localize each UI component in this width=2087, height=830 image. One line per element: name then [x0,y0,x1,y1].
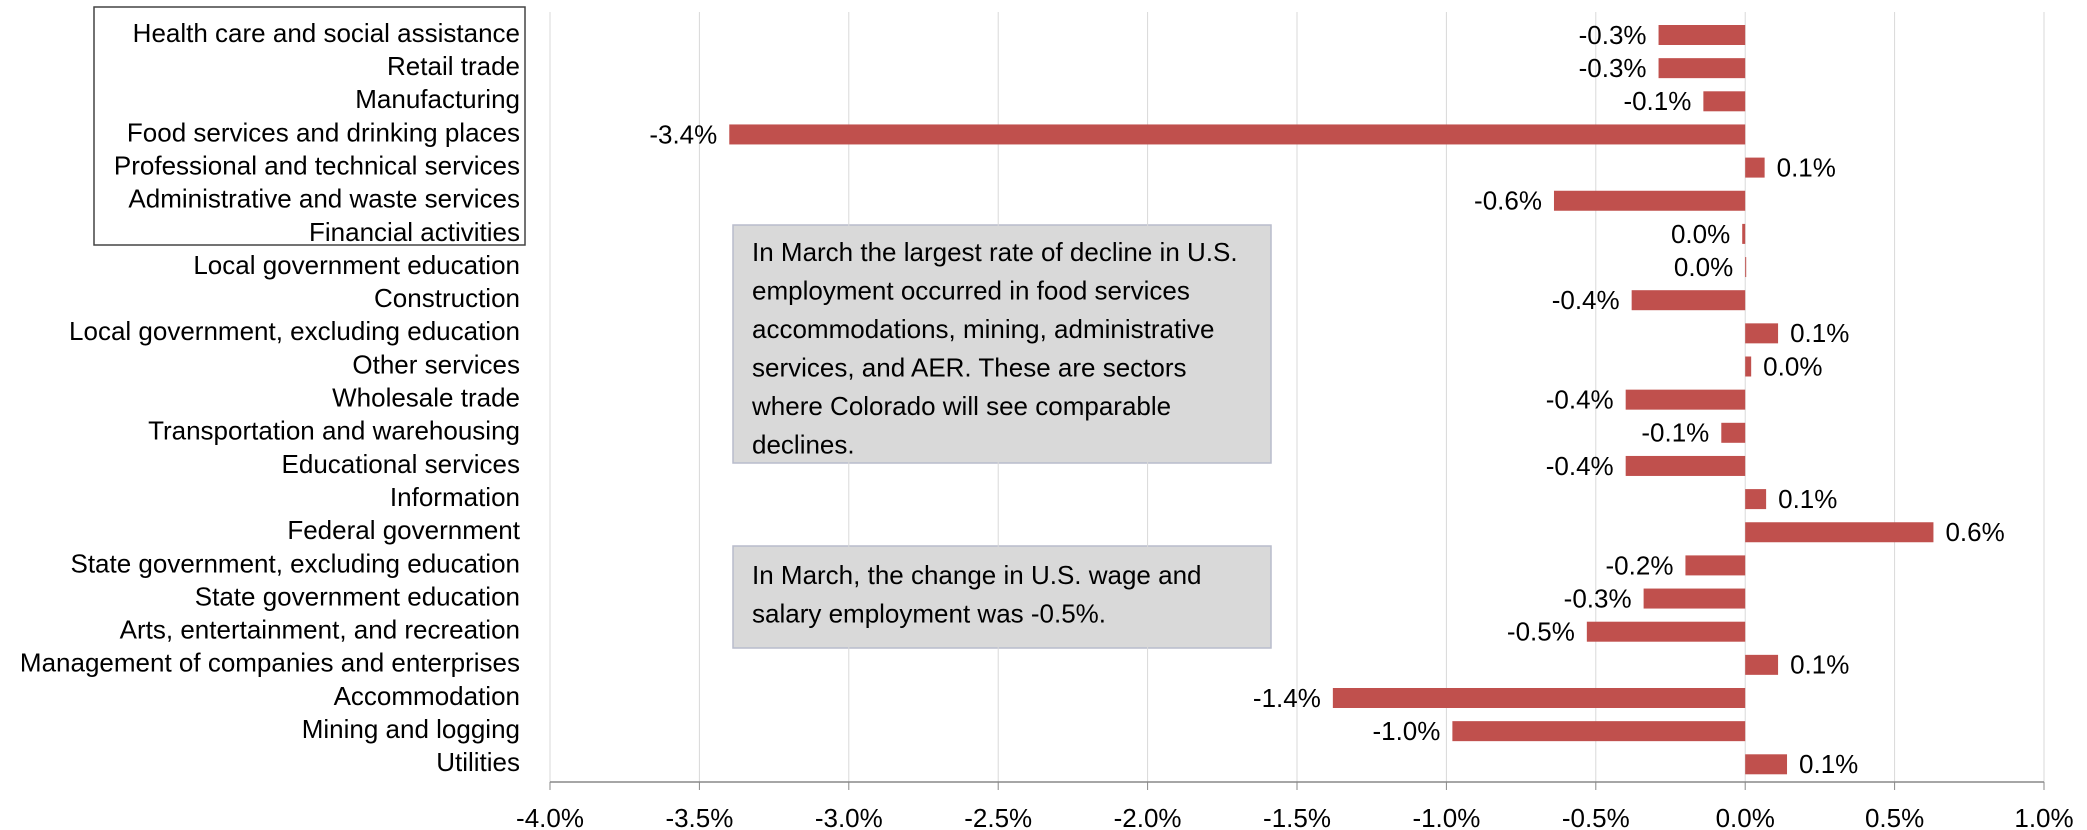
bar [1721,422,1746,443]
value-label: 0.1% [1778,484,1837,514]
bar [1643,588,1746,609]
category-label: Professional and technical services [114,150,520,180]
value-label: -0.4% [1546,385,1614,415]
bar [1631,290,1746,311]
value-label: 0.1% [1799,749,1858,779]
category-label: Other services [352,349,520,379]
x-tick-label: -2.5% [964,803,1032,830]
value-label: -1.4% [1253,683,1321,713]
value-label: 0.1% [1790,650,1849,680]
bar [1745,522,1934,543]
category-label: Mining and logging [302,714,520,744]
x-tick-label: -1.5% [1263,803,1331,830]
category-label: Information [390,482,520,512]
category-label: Accommodation [334,681,520,711]
category-label: Administrative and waste services [128,184,520,214]
category-label: Arts, entertainment, and recreation [120,615,520,645]
category-label: Manufacturing [355,84,520,114]
bar [1553,190,1746,211]
value-label: -0.6% [1474,186,1542,216]
x-tick-label: -1.0% [1412,803,1480,830]
annotation-text: In March the largest rate of decline in … [752,237,1238,267]
bar [1452,721,1746,742]
x-tick-label: -2.0% [1114,803,1182,830]
category-label: Food services and drinking places [127,117,520,147]
category-frame [93,6,526,246]
bar [1625,455,1746,476]
bar [1745,489,1767,510]
value-label: -0.4% [1546,451,1614,481]
bar [1685,555,1746,576]
x-tick-label: -3.0% [815,803,883,830]
bar [1658,58,1746,79]
annotation-text: employment occurred in food services [752,275,1190,305]
value-label: 0.6% [1945,517,2004,547]
value-label: -0.5% [1507,617,1575,647]
annotation-text: salary employment was -0.5%. [752,598,1106,628]
x-tick-label: 0.0% [1716,803,1775,830]
value-label: -3.4% [649,119,717,149]
category-label: State government education [195,581,520,611]
bar [1745,754,1788,775]
value-label: -0.3% [1579,20,1647,50]
category-label: Educational services [282,449,520,479]
value-label: -0.1% [1623,86,1691,116]
category-label: State government, excluding education [70,548,520,578]
bar [1745,356,1752,377]
bar [1658,25,1746,45]
x-tick-label: 0.5% [1865,803,1924,830]
value-label: -0.3% [1564,583,1632,613]
category-label: Wholesale trade [332,383,520,413]
bar [1703,91,1746,112]
annotation-box [732,224,1272,464]
value-label: 0.0% [1763,351,1822,381]
annotation-text: services, and AER. These are sectors [752,352,1187,382]
annotation-text: where Colorado will see comparable [751,391,1171,421]
value-label: 0.0% [1671,219,1730,249]
category-label: Transportation and warehousing [148,416,520,446]
value-label: 0.1% [1790,318,1849,348]
x-tick-label: -3.5% [665,803,733,830]
category-label: Construction [374,283,520,313]
value-label: 0.0% [1674,252,1733,282]
value-label: -0.3% [1579,53,1647,83]
bar [1742,223,1746,244]
bar [1745,654,1779,675]
bar [1625,389,1746,410]
category-label: Local government education [193,250,520,280]
bar [1586,621,1746,642]
bar [1745,257,1747,278]
annotation-box [732,545,1272,649]
value-label: -1.0% [1372,716,1440,746]
bar [1745,157,1765,178]
annotation-text: declines. [752,429,855,459]
value-label: -0.1% [1641,418,1709,448]
category-label: Local government, excluding education [69,316,520,346]
annotation-text: accommodations, mining, administrative [752,314,1214,344]
bar [1745,323,1779,344]
annotation-text: In March, the change in U.S. wage and [752,560,1202,590]
category-label: Federal government [287,515,520,545]
x-tick-label: -0.5% [1562,803,1630,830]
category-label: Financial activities [309,217,520,247]
x-tick-label: -4.0% [516,803,584,830]
bar [1332,688,1746,708]
category-label: Health care and social assistance [133,18,520,48]
category-label: Management of companies and enterprises [20,648,520,678]
value-label: 0.1% [1777,152,1836,182]
x-tick-label: 1.0% [2014,803,2073,830]
value-label: -0.4% [1552,285,1620,315]
value-label: -0.2% [1606,550,1674,580]
category-label: Utilities [436,747,520,777]
bar [729,124,1746,145]
category-label: Retail trade [387,51,520,81]
